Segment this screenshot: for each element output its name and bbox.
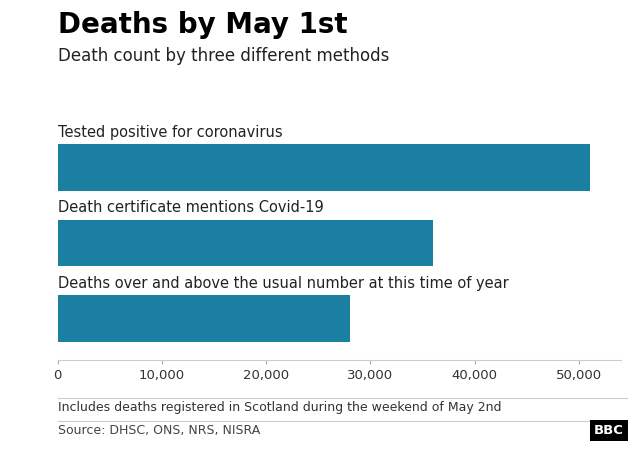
Text: BBC: BBC <box>594 424 624 437</box>
Text: Includes deaths registered in Scotland during the weekend of May 2nd: Includes deaths registered in Scotland d… <box>58 401 501 414</box>
Bar <box>58 295 349 342</box>
Text: Deaths by May 1st: Deaths by May 1st <box>58 11 348 39</box>
Bar <box>58 220 433 266</box>
Text: Death count by three different methods: Death count by three different methods <box>58 47 389 65</box>
Text: Tested positive for coronavirus: Tested positive for coronavirus <box>58 125 282 140</box>
Bar <box>58 144 589 191</box>
Text: Deaths over and above the usual number at this time of year: Deaths over and above the usual number a… <box>58 275 508 291</box>
Text: Source: DHSC, ONS, NRS, NISRA: Source: DHSC, ONS, NRS, NISRA <box>58 424 260 437</box>
Text: Death certificate mentions Covid-19: Death certificate mentions Covid-19 <box>58 200 323 215</box>
